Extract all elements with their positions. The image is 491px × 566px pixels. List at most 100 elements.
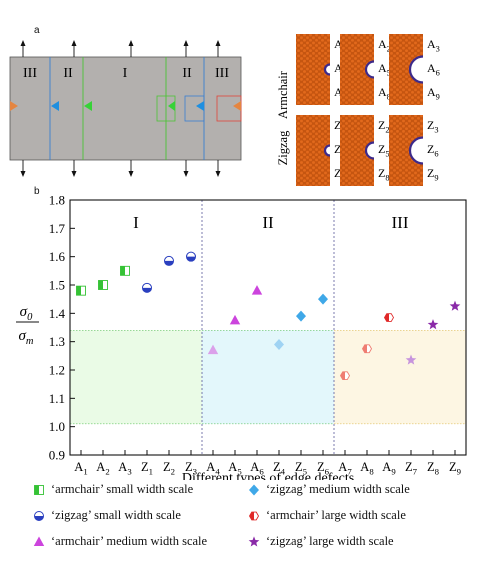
legend-item: ‘armchair’ small width scale [32, 482, 193, 497]
data-point-half-hexagon-fill [340, 371, 345, 380]
load-arrow-up-head [20, 40, 26, 46]
x-tick-label: A8 [360, 460, 374, 477]
legend-marker-shape [248, 535, 260, 547]
data-point-half-hexagon-fill [362, 344, 367, 353]
plot-frame [69, 199, 467, 456]
legend-marker-shape [249, 484, 259, 495]
defect-thumbnails: ArmchairZigzagA1A4A7A2A5A8A3A6A9Z1Z4Z7Z2… [276, 34, 440, 186]
chart-region-label: III [392, 213, 409, 232]
data-point-half-circle-fill [164, 260, 174, 266]
x-tick-label: A5 [228, 460, 242, 477]
row-label-armchair: Armchair [276, 70, 290, 119]
load-arrow-down-head [215, 171, 221, 177]
chart-region-label: I [133, 213, 139, 232]
defect-thumbnail-armchair [389, 34, 423, 105]
x-tick-label: A6 [250, 460, 264, 477]
x-tick-label: Z6 [317, 460, 330, 477]
legend-marker-shape-fill [34, 485, 39, 494]
x-tick-label: A1 [74, 460, 87, 477]
data-point-half-hexagon-fill [384, 313, 389, 322]
x-tick-label: A9 [382, 460, 396, 477]
data-point-star [427, 319, 439, 330]
y-tick-label: 1.5 [49, 278, 65, 293]
scatter-chart: 0.9 1.0 1.1 1.2 1.3 1.4 1.5 1.6 1.7 1.8 A1 A2 A3 Z1 Z2… [16, 193, 467, 480]
x-tick-label: Z4 [273, 460, 286, 477]
defect-thumbnail-zigzag [340, 115, 374, 186]
schematic-region-label: III [23, 66, 37, 81]
y-tick-label: 1.8 [49, 193, 65, 208]
legend-marker-shape [33, 536, 45, 546]
chart-legend: ‘armchair’ small width scale ‘zigzag’ med… [32, 480, 491, 566]
y-tick-label: 1.0 [49, 419, 65, 434]
schematic-region-label: II [63, 66, 73, 81]
data-point-half-circle-fill [186, 256, 196, 262]
tensile-schematic: III II I II III [9, 40, 242, 177]
legend-item: ‘zigzag’ large width scale [247, 534, 394, 549]
y-tick-label: 1.2 [49, 363, 65, 378]
legend-marker [248, 511, 260, 520]
row-label-zigzag: Zigzag [276, 130, 290, 165]
load-arrow-down-head [20, 171, 26, 177]
x-tick-label: Z2 [163, 460, 175, 477]
x-axis-label: Different types of edge defects [182, 471, 354, 480]
data-point-triangle [251, 285, 263, 295]
data-point-half-circle-fill [142, 287, 152, 293]
defect-edge-atoms [408, 136, 424, 165]
x-tick-label: Z8 [427, 460, 440, 477]
legend-marker [249, 484, 259, 495]
load-arrow-up-head [128, 40, 134, 46]
load-arrow-up-head [71, 40, 77, 46]
legend-label: ‘zigzag’ small width scale [51, 508, 181, 522]
shaded-band [202, 330, 334, 424]
y-tick-label: 1.3 [49, 334, 65, 349]
schematic-region-label: II [182, 66, 192, 81]
left-defect-marker-blue [51, 101, 59, 111]
shaded-band [70, 330, 202, 424]
x-tick-label: A7 [338, 460, 352, 477]
defect-label-zigzag: Z6 [427, 142, 439, 158]
legend-item: ‘zigzag’ small width scale [32, 508, 181, 523]
data-point-half-square-fill [120, 266, 125, 276]
defect-label-zigzag: Z3 [427, 118, 439, 134]
panel-a-letter: a [34, 25, 40, 36]
data-point-star [449, 300, 461, 311]
data-point-diamond [296, 310, 306, 322]
y-tick-label: 0.9 [49, 448, 65, 463]
load-arrow-up-head [215, 40, 221, 46]
x-tick-label: Z9 [449, 460, 462, 477]
y-tick-label: 1.4 [49, 306, 66, 321]
y-tick-label: 1.1 [49, 391, 65, 406]
load-arrow-down-head [71, 171, 77, 177]
legend-marker-shape-fill [249, 511, 254, 520]
legend-label: ‘zigzag’ medium width scale [266, 482, 410, 496]
defect-edge-atoms [323, 63, 331, 76]
defect-edge-atoms [323, 144, 331, 157]
shaded-band [334, 330, 466, 424]
defect-label-armchair: A3 [427, 37, 440, 53]
legend-marker [248, 535, 260, 547]
defect-edge-atoms [364, 60, 375, 79]
legend-label: ‘armchair’ large width scale [266, 508, 406, 522]
x-tick-label: Z1 [141, 460, 153, 477]
data-point-diamond [274, 339, 284, 350]
defect-label-armchair: A2 [378, 37, 391, 53]
defect-label-armchair: A8 [378, 85, 391, 101]
data-point-half-square-fill [76, 286, 81, 296]
x-tick-label: A4 [206, 460, 220, 477]
chart-region-label: II [262, 213, 274, 232]
defect-label-armchair: A9 [427, 85, 440, 101]
defect-label-zigzag: Z2 [378, 118, 390, 134]
load-arrow-down-head [183, 171, 189, 177]
legend-label: ‘armchair’ medium width scale [51, 534, 208, 548]
y-axis-label-denominator: σm [19, 328, 34, 347]
legend-item: ‘armchair’ large width scale [247, 508, 406, 523]
schematic-region-label: I [123, 66, 128, 81]
legend-marker [34, 484, 44, 495]
defect-label-armchair: A6 [427, 61, 440, 77]
legend-marker [33, 536, 45, 546]
left-notch-marker [10, 101, 18, 111]
panel-b-letter: b [34, 186, 40, 197]
legend-item: ‘armchair’ medium width scale [32, 534, 207, 549]
legend-item: ‘zigzag’ medium width scale [247, 482, 410, 497]
